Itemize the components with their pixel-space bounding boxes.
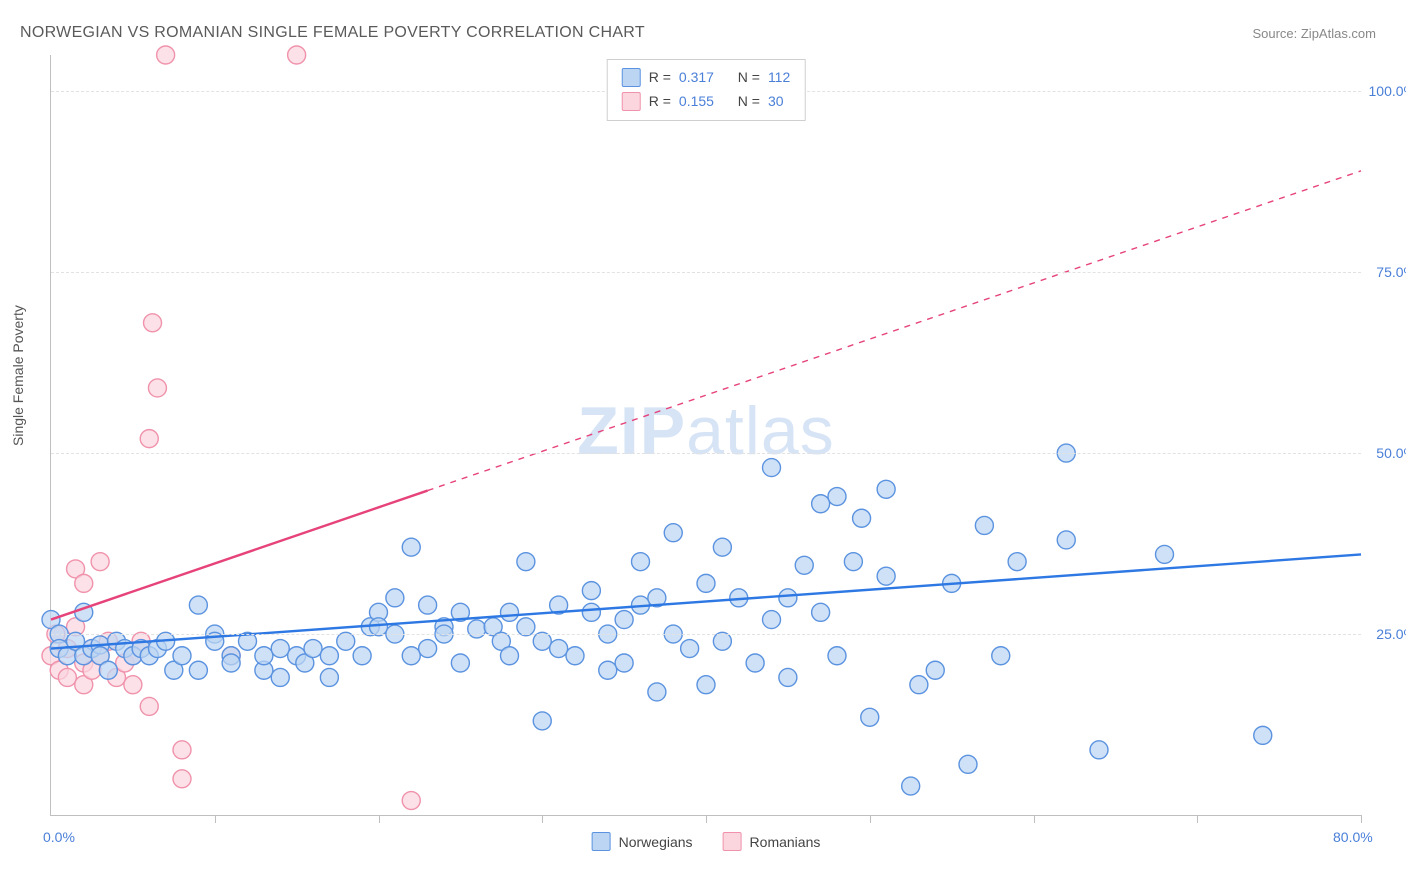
y-axis-title: Single Female Poverty <box>10 305 26 446</box>
n-label: N = <box>738 90 760 114</box>
y-tick-label: 100.0% <box>1369 83 1406 99</box>
x-tick-label: 0.0% <box>43 829 75 845</box>
y-tick-label: 75.0% <box>1376 264 1406 280</box>
n-value-a: 112 <box>768 66 790 90</box>
y-tick-label: 50.0% <box>1376 445 1406 461</box>
source-prefix: Source: <box>1252 26 1300 41</box>
legend-correlation-box: R = 0.317 N = 112 R = 0.155 N = 30 <box>607 59 806 121</box>
n-label: N = <box>738 66 760 90</box>
x-tick <box>379 815 380 823</box>
n-value-b: 30 <box>768 90 784 114</box>
x-tick <box>870 815 871 823</box>
x-tick <box>1197 815 1198 823</box>
legend-row-norwegians: R = 0.317 N = 112 <box>622 66 791 90</box>
legend-label-a: Norwegians <box>619 834 693 850</box>
gridline-h <box>51 634 1361 635</box>
chart-title: NORWEGIAN VS ROMANIAN SINGLE FEMALE POVE… <box>20 24 645 42</box>
swatch-pink <box>723 832 742 851</box>
r-label: R = <box>649 90 671 114</box>
y-tick-label: 25.0% <box>1376 626 1406 642</box>
x-tick <box>706 815 707 823</box>
x-tick <box>1034 815 1035 823</box>
r-value-a: 0.317 <box>679 66 714 90</box>
r-label: R = <box>649 66 671 90</box>
legend-item-romanians: Romanians <box>723 832 821 851</box>
x-tick <box>542 815 543 823</box>
r-value-b: 0.155 <box>679 90 714 114</box>
swatch-blue <box>592 832 611 851</box>
gridline-h <box>51 453 1361 454</box>
x-tick-label: 80.0% <box>1333 829 1373 845</box>
x-tick <box>1361 815 1362 823</box>
chart-plot-area: ZIPatlas R = 0.317 N = 112 R = 0.155 N =… <box>50 55 1361 816</box>
swatch-pink <box>622 92 641 111</box>
legend-item-norwegians: Norwegians <box>592 832 693 851</box>
swatch-blue <box>622 68 641 87</box>
x-tick <box>215 815 216 823</box>
legend-series: Norwegians Romanians <box>592 832 821 851</box>
legend-label-b: Romanians <box>750 834 821 850</box>
source-name: ZipAtlas.com <box>1301 26 1376 41</box>
legend-row-romanians: R = 0.155 N = 30 <box>622 90 791 114</box>
source-attribution: Source: ZipAtlas.com <box>1252 26 1376 41</box>
scatter-svg <box>51 55 1361 815</box>
gridline-h <box>51 272 1361 273</box>
